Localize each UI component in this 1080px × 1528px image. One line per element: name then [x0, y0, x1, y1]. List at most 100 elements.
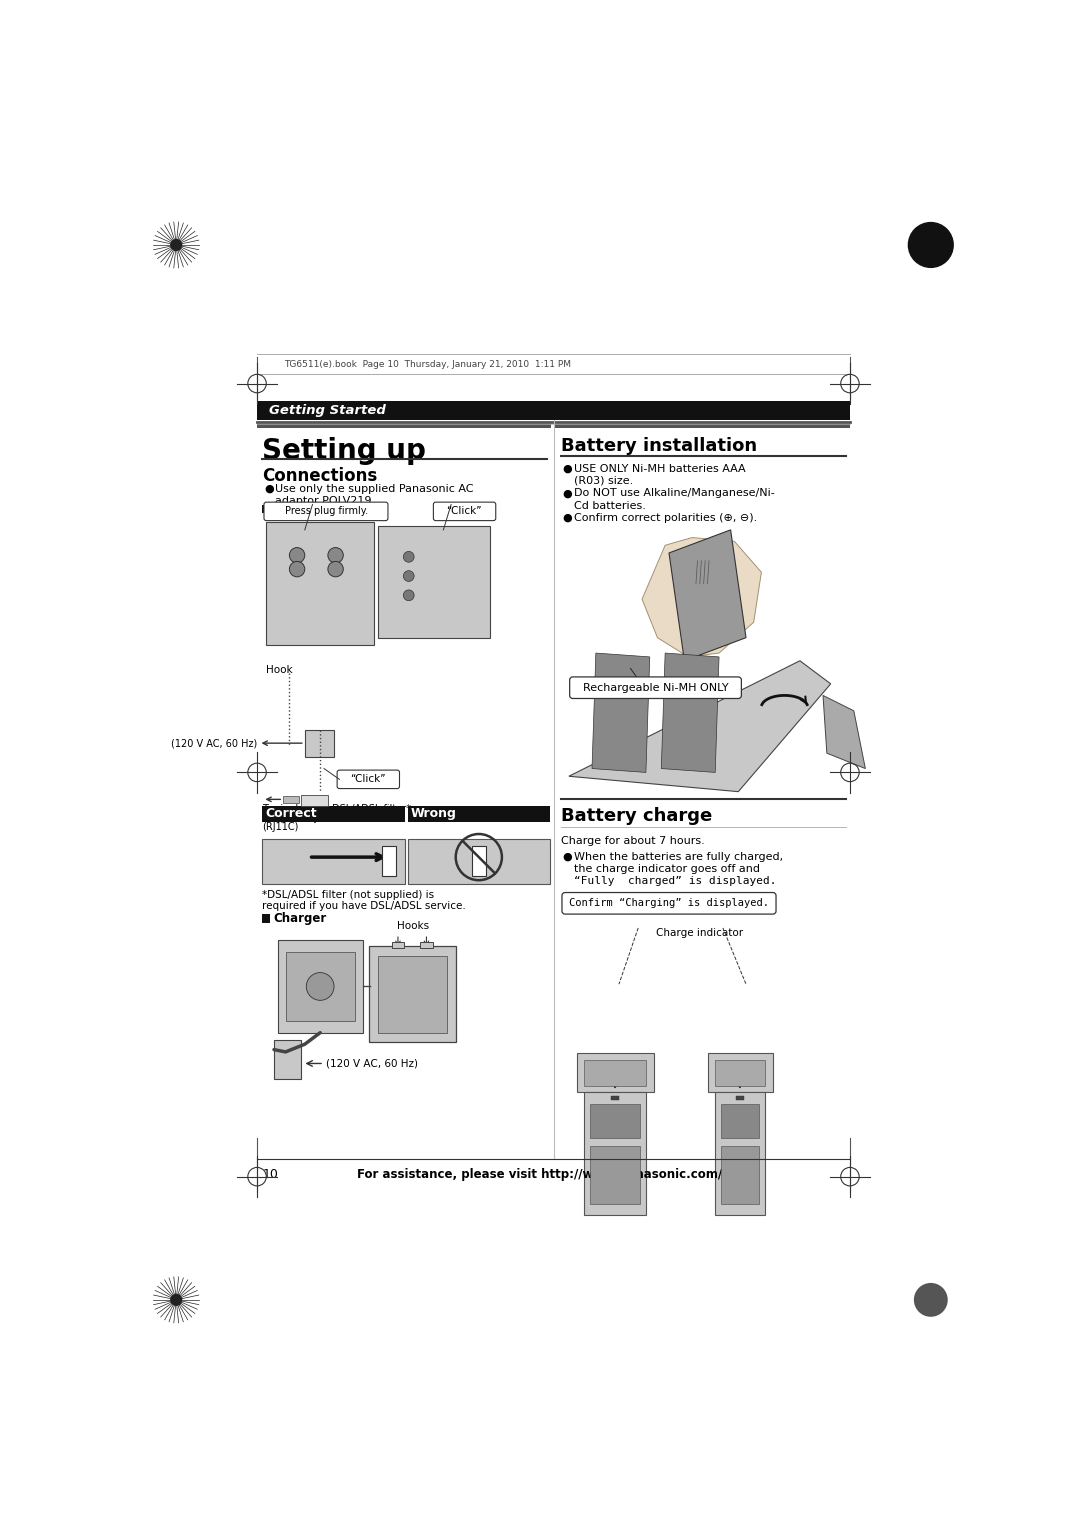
Polygon shape	[669, 530, 746, 660]
Text: Battery charge: Battery charge	[562, 807, 713, 825]
Bar	[715, 1093, 766, 1215]
Text: ●: ●	[563, 851, 572, 862]
Text: Battery installation: Battery installation	[562, 437, 757, 455]
Text: “Click”: “Click”	[350, 775, 386, 784]
Bar	[262, 805, 405, 822]
Text: telephone jack: telephone jack	[262, 813, 335, 824]
Circle shape	[289, 547, 305, 562]
Text: Do NOT use Alkaline/Manganese/Ni-: Do NOT use Alkaline/Manganese/Ni-	[573, 489, 774, 498]
Text: To single-line: To single-line	[262, 804, 326, 814]
FancyBboxPatch shape	[368, 946, 457, 1042]
Bar	[584, 1093, 646, 1215]
Text: (R03) size.: (R03) size.	[573, 475, 633, 486]
Bar	[408, 805, 551, 822]
Text: Hooks: Hooks	[396, 921, 429, 931]
Circle shape	[289, 561, 305, 578]
Circle shape	[403, 590, 414, 601]
Circle shape	[907, 222, 954, 267]
Text: USE ONLY Ni-MH batteries AAA: USE ONLY Ni-MH batteries AAA	[573, 463, 745, 474]
Text: Charger: Charger	[273, 912, 326, 926]
Text: Hook: Hook	[267, 665, 293, 674]
Bar	[382, 845, 395, 877]
FancyBboxPatch shape	[337, 770, 400, 788]
Text: Charge indicator: Charge indicator	[657, 927, 743, 938]
Polygon shape	[823, 695, 865, 769]
FancyBboxPatch shape	[433, 503, 496, 521]
Bar	[257, 402, 850, 420]
Text: Correct: Correct	[266, 807, 318, 821]
Bar	[267, 523, 374, 645]
Bar	[262, 839, 405, 885]
Text: “Fully  charged” is displayed.: “Fully charged” is displayed.	[573, 877, 777, 886]
Text: the charge indicator goes off and: the charge indicator goes off and	[573, 863, 759, 874]
Bar	[721, 1103, 759, 1138]
Bar	[283, 796, 299, 804]
Text: Confirm correct polarities (⊕, ⊖).: Confirm correct polarities (⊕, ⊖).	[573, 513, 757, 523]
Bar	[301, 795, 328, 805]
Polygon shape	[569, 660, 831, 792]
Circle shape	[307, 973, 334, 1001]
Text: *DSL/ADSL filter (not supplied) is: *DSL/ADSL filter (not supplied) is	[262, 891, 434, 900]
Text: (120 V AC, 60 Hz): (120 V AC, 60 Hz)	[171, 738, 257, 749]
Bar	[584, 1059, 646, 1086]
Bar	[262, 914, 270, 923]
Text: ●: ●	[563, 489, 572, 498]
Text: Charge for about 7 hours.: Charge for about 7 hours.	[562, 836, 705, 847]
Text: Rechargeable Ni-MH ONLY: Rechargeable Ni-MH ONLY	[583, 683, 729, 692]
Text: Base unit: Base unit	[273, 501, 336, 515]
Circle shape	[170, 238, 183, 251]
Text: (RJ11C): (RJ11C)	[262, 822, 299, 833]
Text: DSL/ADSL filter*: DSL/ADSL filter*	[332, 804, 410, 814]
Bar	[721, 1146, 759, 1204]
Bar	[262, 506, 269, 513]
Bar	[715, 1059, 766, 1086]
Text: ●: ●	[563, 513, 572, 523]
Bar	[555, 425, 850, 428]
Text: Wrong: Wrong	[411, 807, 457, 821]
Bar	[392, 941, 404, 947]
Text: Confirm “Charging” is displayed.: Confirm “Charging” is displayed.	[569, 898, 769, 908]
Bar	[577, 1053, 653, 1093]
Circle shape	[328, 561, 343, 578]
Bar	[611, 1096, 619, 1100]
Text: Use only the supplied Panasonic AC: Use only the supplied Panasonic AC	[274, 484, 473, 494]
Bar	[305, 730, 334, 756]
FancyBboxPatch shape	[562, 892, 777, 914]
Text: adaptor PQLV219.: adaptor PQLV219.	[274, 497, 375, 506]
Text: (120 V AC, 60 Hz): (120 V AC, 60 Hz)	[325, 1059, 418, 1068]
Bar	[257, 425, 551, 428]
Bar	[735, 1096, 744, 1100]
Polygon shape	[592, 652, 650, 773]
Circle shape	[914, 1284, 948, 1317]
Text: TG6511(e).book  Page 10  Thursday, January 21, 2010  1:11 PM: TG6511(e).book Page 10 Thursday, January…	[284, 359, 571, 368]
Text: When the batteries are fully charged,: When the batteries are fully charged,	[573, 851, 783, 862]
Circle shape	[403, 552, 414, 562]
Text: Cd batteries.: Cd batteries.	[573, 501, 646, 510]
Bar	[420, 941, 433, 947]
Circle shape	[170, 1294, 183, 1306]
Text: Getting Started: Getting Started	[269, 403, 386, 417]
Circle shape	[403, 570, 414, 582]
Text: required if you have DSL/ADSL service.: required if you have DSL/ADSL service.	[262, 902, 467, 911]
Polygon shape	[661, 652, 719, 773]
Bar	[472, 845, 486, 877]
Bar	[591, 1146, 639, 1204]
Text: For assistance, please visit http://www.panasonic.com/help: For assistance, please visit http://www.…	[356, 1169, 751, 1181]
Bar	[274, 1041, 301, 1079]
Text: “Click”: “Click”	[446, 506, 482, 516]
Circle shape	[328, 547, 343, 562]
Bar	[378, 526, 489, 637]
Bar	[707, 1053, 773, 1093]
Text: 10: 10	[262, 1169, 279, 1181]
Text: Setting up: Setting up	[262, 437, 427, 466]
FancyBboxPatch shape	[569, 677, 741, 698]
Bar	[591, 1103, 639, 1138]
Bar	[408, 839, 551, 885]
Text: ●: ●	[264, 484, 273, 494]
FancyBboxPatch shape	[264, 503, 388, 521]
Text: Press plug firmly.: Press plug firmly.	[285, 506, 368, 516]
Text: Connections: Connections	[262, 466, 378, 484]
Bar	[378, 955, 447, 1033]
Bar	[285, 952, 355, 1021]
Polygon shape	[642, 538, 761, 657]
